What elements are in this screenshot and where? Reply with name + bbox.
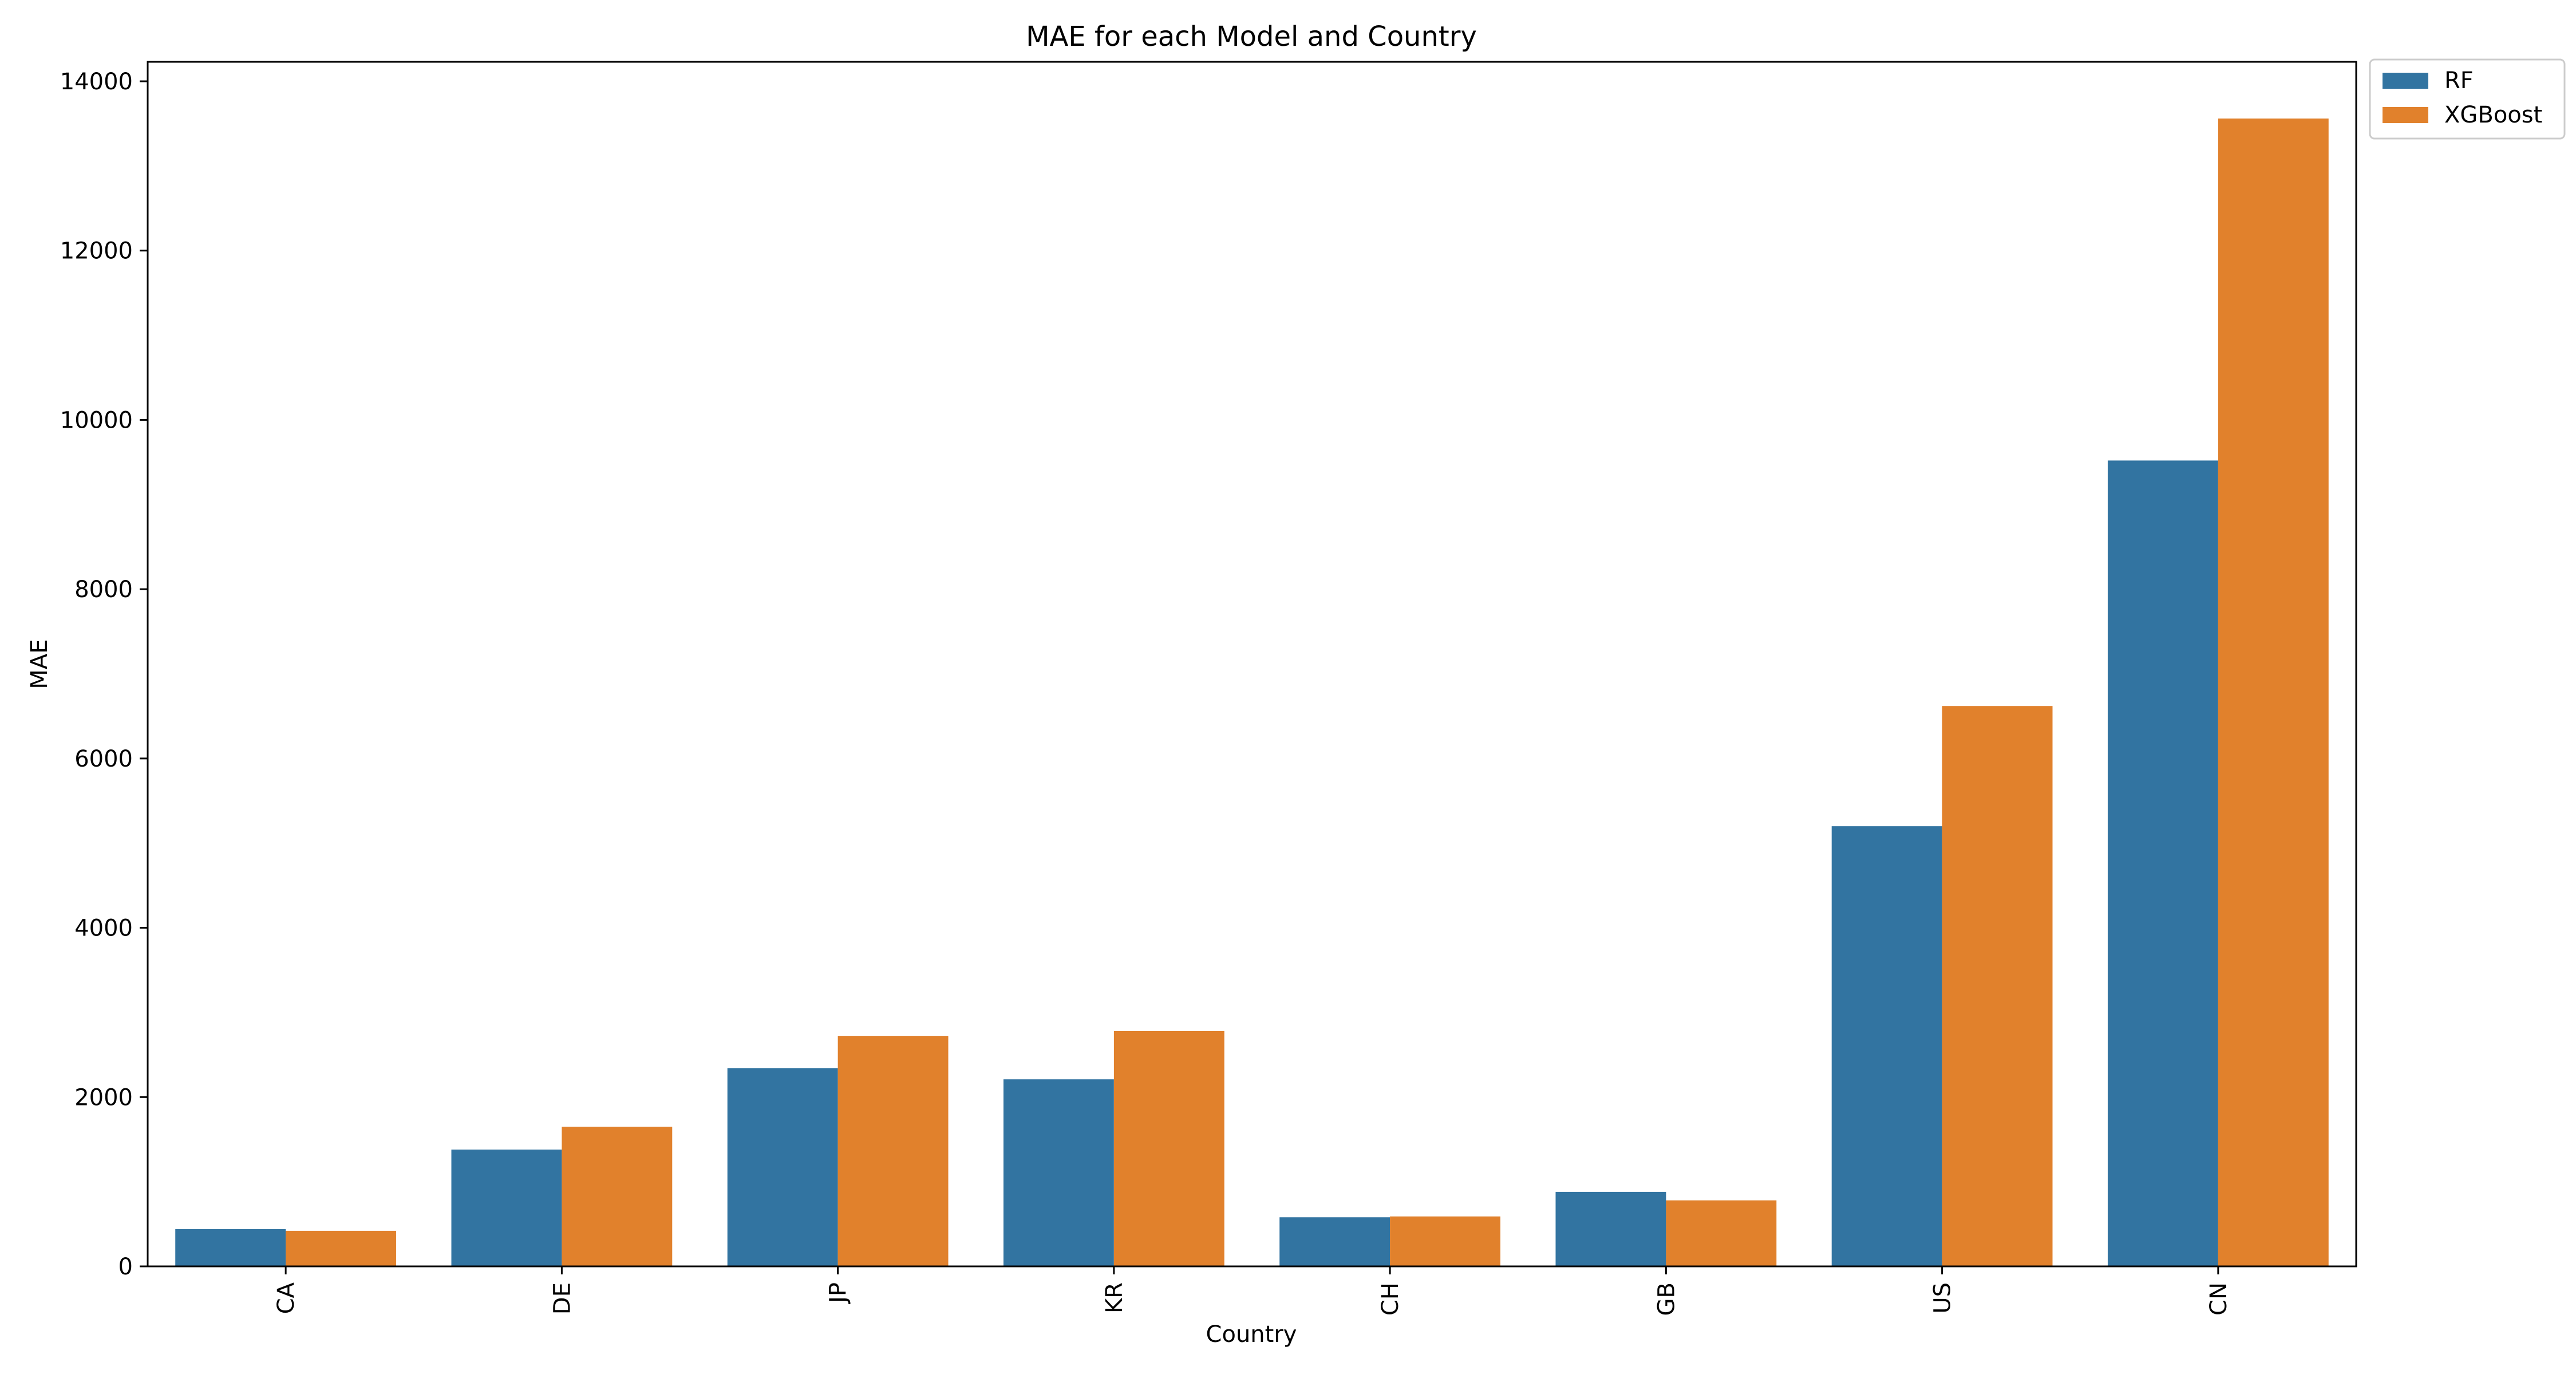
y-tick-label: 10000 [60,407,133,433]
bar-rf-de [451,1149,562,1266]
x-tick-label-jp: JP [825,1282,852,1305]
bar-rf-ca [175,1229,286,1266]
y-tick-label: 0 [118,1254,133,1280]
bar-xgboost-ch [1390,1216,1501,1266]
y-axis-label: MAE [26,639,53,689]
legend-label-xgboost: XGBoost [2444,102,2542,128]
y-tick-label: 8000 [74,577,133,603]
x-tick-label-cn: CN [2206,1282,2232,1316]
bar-rf-ch [1279,1217,1390,1266]
x-tick-label-ca: CA [273,1282,299,1314]
x-tick-label-de: DE [549,1282,575,1314]
y-tick-label: 6000 [74,746,133,772]
bar-xgboost-cn [2218,119,2329,1266]
bar-xgboost-gb [1666,1200,1777,1266]
bar-rf-gb [1555,1191,1666,1266]
x-tick-label-ch: CH [1377,1282,1404,1316]
bar-rf-cn [2107,460,2218,1266]
y-tick-label: 2000 [74,1084,133,1111]
bar-xgboost-us [1942,706,2053,1266]
chart-title: MAE for each Model and Country [1026,21,1477,53]
x-tick-label-us: US [1930,1282,1956,1314]
x-axis: CA DE JP KR CH GB US CN [273,1266,2232,1316]
bar-xgboost-ca [286,1230,397,1266]
y-tick-label: 4000 [74,915,133,942]
bar-xgboost-kr [1113,1030,1224,1266]
legend-swatch-rf [2383,73,2428,89]
plot-frame [147,61,2357,1268]
bar-rf-kr [1003,1079,1114,1266]
x-tick-label-gb: GB [1653,1282,1680,1316]
x-tick-label-kr: KR [1101,1282,1128,1313]
legend: RF XGBoost [2369,58,2566,140]
x-axis-label: Country [1206,1321,1297,1348]
bars-layer [175,119,2329,1266]
legend-label-rf: RF [2444,68,2474,94]
y-tick-label: 12000 [60,238,133,264]
bar-xgboost-jp [837,1036,949,1266]
y-tick-label: 14000 [60,69,133,95]
bar-rf-us [1831,826,1942,1266]
y-axis: 0 2000 4000 6000 8000 10000 12000 14000 [60,69,148,1280]
bar-xgboost-de [562,1127,673,1266]
legend-swatch-xgboost [2383,107,2428,123]
bar-rf-jp [727,1068,838,1266]
